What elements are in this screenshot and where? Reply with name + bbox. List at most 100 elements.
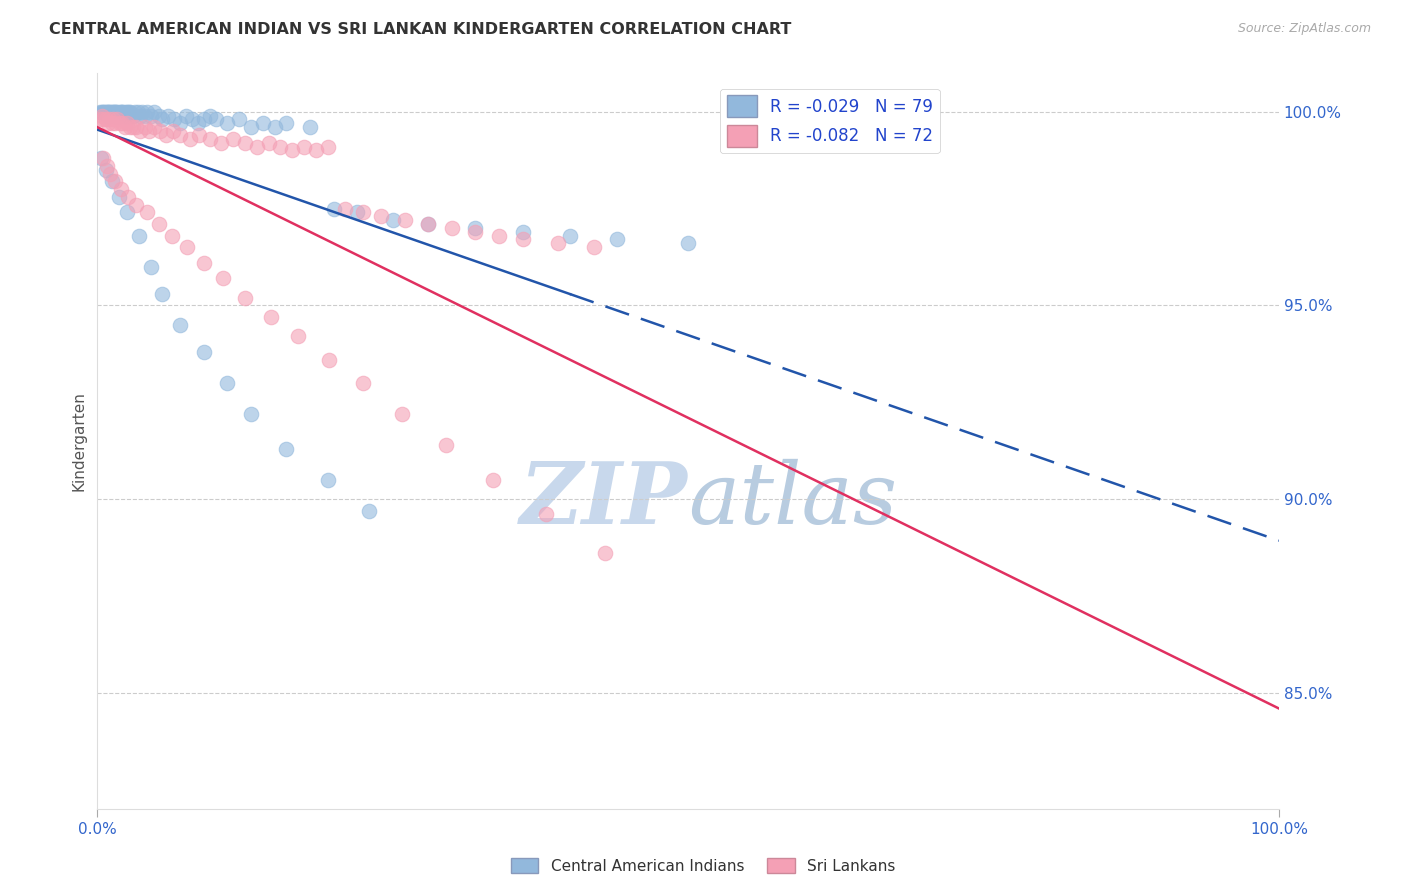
Point bbox=[252, 116, 274, 130]
Point bbox=[381, 213, 404, 227]
Point bbox=[94, 112, 117, 127]
Point bbox=[148, 109, 170, 123]
Point bbox=[316, 139, 339, 153]
Point bbox=[233, 136, 256, 150]
Point bbox=[91, 151, 114, 165]
Y-axis label: Kindergarten: Kindergarten bbox=[72, 391, 86, 491]
Point bbox=[335, 202, 357, 216]
Point bbox=[352, 205, 374, 219]
Point bbox=[512, 225, 534, 239]
Point bbox=[162, 124, 184, 138]
Point bbox=[263, 120, 285, 135]
Point bbox=[125, 120, 148, 135]
Point bbox=[676, 236, 699, 251]
Point bbox=[193, 256, 215, 270]
Point bbox=[121, 120, 143, 135]
Point bbox=[434, 438, 457, 452]
Point bbox=[211, 271, 233, 285]
Point bbox=[100, 104, 122, 119]
Point bbox=[150, 286, 173, 301]
Point bbox=[118, 104, 141, 119]
Point bbox=[97, 104, 120, 119]
Point bbox=[103, 104, 125, 119]
Point bbox=[148, 217, 170, 231]
Point bbox=[98, 112, 121, 127]
Point bbox=[292, 139, 315, 153]
Point bbox=[305, 144, 328, 158]
Point bbox=[100, 116, 122, 130]
Point bbox=[94, 104, 117, 119]
Text: atlas: atlas bbox=[688, 458, 897, 541]
Point bbox=[391, 407, 413, 421]
Point bbox=[105, 104, 128, 119]
Point bbox=[352, 376, 374, 390]
Point bbox=[143, 120, 166, 135]
Point bbox=[100, 174, 122, 188]
Point bbox=[128, 228, 150, 243]
Point bbox=[115, 116, 138, 130]
Point bbox=[110, 104, 132, 119]
Point bbox=[107, 109, 129, 123]
Point bbox=[134, 109, 156, 123]
Point bbox=[107, 112, 129, 127]
Point bbox=[134, 120, 156, 135]
Point bbox=[188, 128, 211, 142]
Point bbox=[111, 104, 134, 119]
Point bbox=[139, 109, 162, 123]
Point bbox=[98, 167, 121, 181]
Point bbox=[536, 508, 558, 522]
Point bbox=[96, 104, 118, 119]
Point bbox=[90, 151, 112, 165]
Point bbox=[136, 104, 159, 119]
Text: Source: ZipAtlas.com: Source: ZipAtlas.com bbox=[1237, 22, 1371, 36]
Point bbox=[222, 132, 245, 146]
Point bbox=[89, 112, 111, 127]
Point bbox=[143, 104, 166, 119]
Point bbox=[104, 174, 127, 188]
Point bbox=[94, 162, 117, 177]
Point bbox=[110, 182, 132, 196]
Point bbox=[359, 503, 381, 517]
Point bbox=[187, 116, 209, 130]
Point bbox=[276, 116, 298, 130]
Point bbox=[174, 109, 197, 123]
Point bbox=[89, 104, 111, 119]
Legend: Central American Indians, Sri Lankans: Central American Indians, Sri Lankans bbox=[505, 852, 901, 880]
Point bbox=[281, 144, 304, 158]
Point bbox=[96, 159, 118, 173]
Point bbox=[124, 104, 146, 119]
Point bbox=[198, 132, 221, 146]
Point bbox=[115, 104, 138, 119]
Point bbox=[418, 217, 440, 231]
Point bbox=[257, 136, 280, 150]
Point bbox=[157, 109, 180, 123]
Point bbox=[547, 236, 569, 251]
Point bbox=[316, 473, 339, 487]
Point bbox=[198, 109, 221, 123]
Point bbox=[155, 128, 177, 142]
Point bbox=[239, 120, 262, 135]
Point bbox=[108, 104, 131, 119]
Point bbox=[169, 318, 191, 332]
Point bbox=[440, 220, 463, 235]
Point bbox=[101, 112, 124, 127]
Point bbox=[139, 260, 162, 274]
Point bbox=[120, 120, 142, 135]
Point bbox=[108, 116, 131, 130]
Point bbox=[169, 128, 191, 142]
Text: ZIP: ZIP bbox=[520, 458, 688, 541]
Point bbox=[125, 197, 148, 211]
Point bbox=[269, 139, 291, 153]
Point bbox=[346, 205, 368, 219]
Point bbox=[117, 190, 139, 204]
Point bbox=[595, 546, 617, 560]
Point bbox=[217, 116, 239, 130]
Point bbox=[112, 104, 135, 119]
Point bbox=[512, 232, 534, 246]
Point bbox=[179, 132, 201, 146]
Point bbox=[209, 136, 232, 150]
Point bbox=[176, 240, 198, 254]
Point bbox=[114, 120, 136, 135]
Point bbox=[482, 473, 505, 487]
Point bbox=[246, 139, 269, 153]
